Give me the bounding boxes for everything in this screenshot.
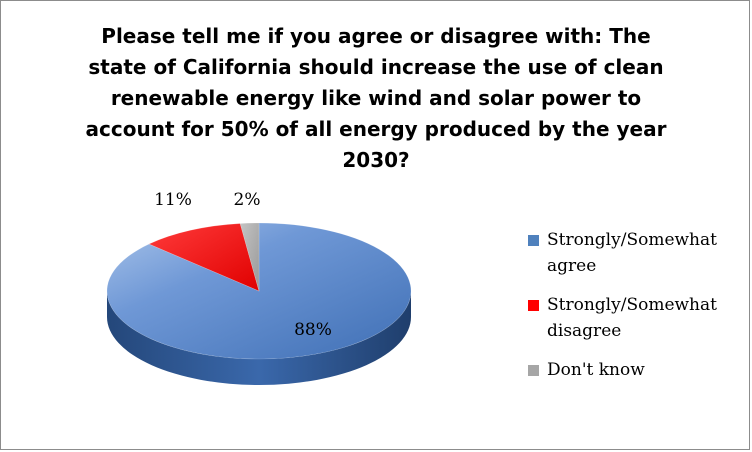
legend-label: Strongly/Somewhat bbox=[547, 295, 717, 315]
legend-item: Strongly/Somewhat disagree bbox=[525, 292, 747, 344]
legend-label: agree bbox=[547, 256, 597, 276]
data-label: 88% bbox=[294, 320, 332, 340]
pie-slice-disagree bbox=[148, 223, 260, 292]
pie-slice-dont-know bbox=[239, 222, 260, 292]
pie-slice-agree bbox=[106, 222, 412, 360]
legend-swatch bbox=[528, 365, 539, 376]
pie-side-group bbox=[107, 291, 411, 385]
pie-slice-agree-side bbox=[107, 291, 411, 385]
pie-labels-group: 88% 11% 2% bbox=[154, 190, 332, 340]
legend: Strongly/Somewhat agree Strongly/Somewhat d… bbox=[525, 227, 747, 396]
data-label: 2% bbox=[234, 190, 261, 210]
chart-title: Please tell me if you agree or disagree … bbox=[85, 24, 667, 172]
legend-item: Strongly/Somewhat agree bbox=[525, 227, 747, 279]
legend-label: Don't know bbox=[547, 360, 645, 380]
legend-swatch bbox=[528, 235, 539, 246]
pie-top-group bbox=[106, 222, 412, 360]
legend-label: Strongly/Somewhat bbox=[547, 230, 717, 250]
legend-swatch bbox=[528, 300, 539, 311]
legend-label: disagree bbox=[547, 321, 622, 341]
data-label: 11% bbox=[154, 190, 192, 210]
legend-item: Don't know bbox=[525, 357, 747, 383]
